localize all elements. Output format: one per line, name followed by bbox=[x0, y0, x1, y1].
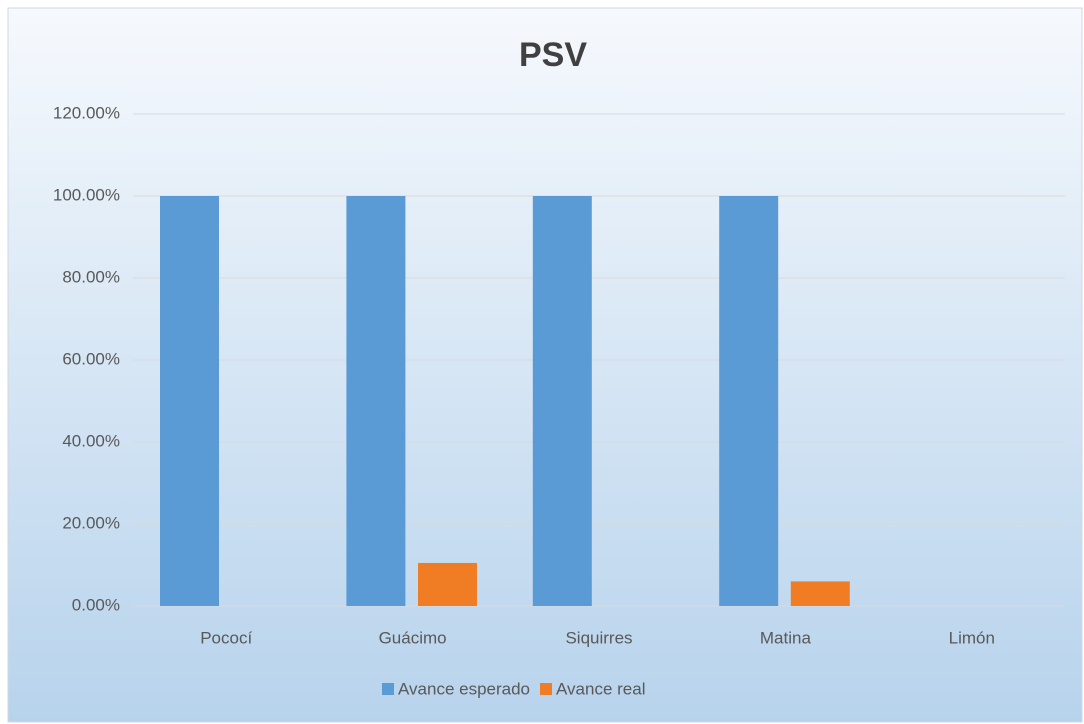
legend-swatch bbox=[540, 683, 553, 695]
chart-title: PSV bbox=[519, 36, 587, 74]
bar bbox=[160, 196, 219, 606]
y-tick-label: 100.00% bbox=[53, 185, 120, 204]
legend-swatch bbox=[382, 683, 394, 695]
x-tick-label: Matina bbox=[760, 628, 812, 647]
bar bbox=[418, 562, 477, 606]
x-tick-label: Siquirres bbox=[565, 628, 632, 647]
legend-label: Avance esperado bbox=[398, 679, 530, 698]
y-tick-label: 120.00% bbox=[53, 103, 120, 122]
bar bbox=[790, 581, 850, 606]
x-tick-label: Limón bbox=[949, 628, 995, 647]
bar bbox=[719, 196, 779, 606]
x-tick-label: Guácimo bbox=[379, 628, 447, 647]
y-tick-label: 60.00% bbox=[62, 349, 120, 368]
bar bbox=[346, 196, 406, 606]
bar bbox=[532, 196, 592, 606]
y-tick-label: 40.00% bbox=[62, 431, 120, 450]
y-tick-label: 20.00% bbox=[62, 513, 120, 532]
x-tick-label: Pococí bbox=[200, 628, 252, 647]
y-tick-label: 80.00% bbox=[62, 267, 120, 286]
legend-label: Avance real bbox=[556, 679, 645, 698]
y-tick-label: 0.00% bbox=[72, 595, 120, 614]
